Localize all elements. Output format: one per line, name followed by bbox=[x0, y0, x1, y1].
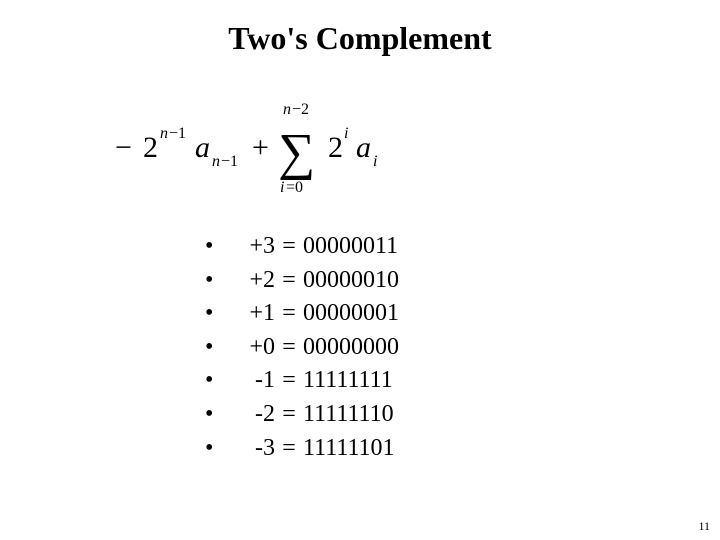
bullet-icon: • bbox=[205, 297, 233, 331]
sum-bottom-i: i bbox=[280, 179, 284, 196]
a-right: a bbox=[356, 131, 371, 164]
equals-sign: = bbox=[275, 264, 303, 298]
equals-sign: = bbox=[275, 331, 303, 365]
sub-right-i: i bbox=[373, 153, 377, 170]
equals-sign: = bbox=[275, 398, 303, 432]
two-right: 2 bbox=[328, 131, 343, 164]
sub-left-n: n bbox=[212, 153, 220, 170]
binary-value: 00000000 bbox=[303, 331, 399, 365]
sub-left-minus1: −1 bbox=[221, 153, 238, 170]
binary-value: 00000010 bbox=[303, 264, 399, 298]
binary-value: 11111110 bbox=[303, 398, 394, 432]
bullet-icon: • bbox=[205, 432, 233, 466]
equals-sign: = bbox=[275, 432, 303, 466]
bullet-icon: • bbox=[205, 264, 233, 298]
bullet-icon: • bbox=[205, 331, 233, 365]
page-title: Two's Complement bbox=[0, 0, 720, 57]
binary-value: 00000001 bbox=[303, 297, 399, 331]
exp-left-minus1: −1 bbox=[169, 125, 186, 142]
list-item: • -2 = 11111110 bbox=[205, 398, 720, 432]
sum-bottom-eq0: =0 bbox=[286, 179, 303, 196]
bullet-icon: • bbox=[205, 398, 233, 432]
binary-value: 00000011 bbox=[303, 230, 398, 264]
exp-left-n: n bbox=[160, 125, 168, 142]
equals-sign: = bbox=[275, 297, 303, 331]
decimal-value: -3 bbox=[233, 432, 275, 466]
a-left: a bbox=[195, 131, 210, 164]
decimal-value: +0 bbox=[233, 331, 275, 365]
sum-top-minus2: −2 bbox=[292, 101, 309, 118]
exp-right-i: i bbox=[344, 125, 348, 142]
list-item: • -3 = 11111101 bbox=[205, 432, 720, 466]
list-item: • +3 = 00000011 bbox=[205, 230, 720, 264]
two-left: 2 bbox=[143, 131, 158, 164]
decimal-value: +2 bbox=[233, 264, 275, 298]
equals-sign: = bbox=[275, 364, 303, 398]
equals-sign: = bbox=[275, 230, 303, 264]
sigma-icon: ∑ bbox=[278, 124, 315, 181]
list-item: • +1 = 00000001 bbox=[205, 297, 720, 331]
list-item: • -1 = 11111111 bbox=[205, 364, 720, 398]
formula: − 2 n −1 a n −1 + ∑ n −2 i =0 2 i a i bbox=[0, 57, 720, 202]
decimal-value: +3 bbox=[233, 230, 275, 264]
binary-value: 11111111 bbox=[303, 364, 393, 398]
bullet-icon: • bbox=[205, 230, 233, 264]
binary-value: 11111101 bbox=[303, 432, 395, 466]
list-item: • +2 = 00000010 bbox=[205, 264, 720, 298]
sum-top-n: n bbox=[283, 101, 291, 118]
bullet-icon: • bbox=[205, 364, 233, 398]
slide-number: 11 bbox=[698, 519, 710, 534]
list-item: • +0 = 00000000 bbox=[205, 331, 720, 365]
examples-list: • +3 = 00000011 • +2 = 00000010 • +1 = 0… bbox=[0, 202, 720, 465]
decimal-value: -2 bbox=[233, 398, 275, 432]
decimal-value: -1 bbox=[233, 364, 275, 398]
minus-sign: − bbox=[115, 131, 132, 164]
decimal-value: +1 bbox=[233, 297, 275, 331]
plus-sign: + bbox=[252, 131, 269, 164]
